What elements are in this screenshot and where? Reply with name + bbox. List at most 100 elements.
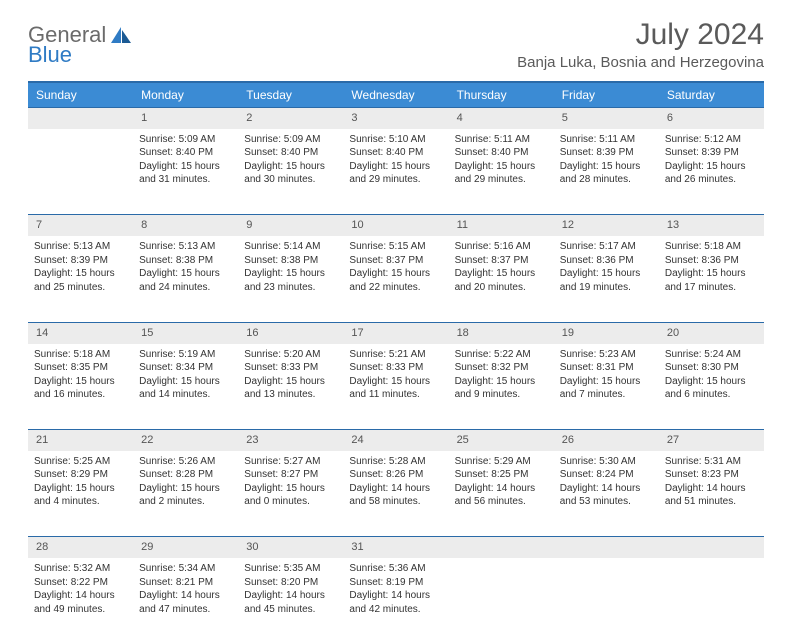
brand-text-blue-wrap: Blue <box>28 42 72 68</box>
day-number: 4 <box>449 108 554 129</box>
day1-text: Daylight: 15 hours <box>665 375 758 389</box>
day2-text: and 29 minutes. <box>349 173 442 187</box>
day-cell: Sunrise: 5:11 AMSunset: 8:39 PMDaylight:… <box>554 129 659 215</box>
day1-text: Daylight: 15 hours <box>560 160 653 174</box>
weekday-saturday: Saturday <box>659 82 764 108</box>
day-number: 18 <box>449 322 554 343</box>
day-number: 25 <box>449 430 554 451</box>
day-cell: Sunrise: 5:21 AMSunset: 8:33 PMDaylight:… <box>343 344 448 430</box>
day2-text: and 23 minutes. <box>244 281 337 295</box>
day1-text: Daylight: 14 hours <box>244 589 337 603</box>
sunset-text: Sunset: 8:22 PM <box>34 576 127 590</box>
day1-text: Daylight: 15 hours <box>349 160 442 174</box>
day1-text: Daylight: 15 hours <box>455 267 548 281</box>
day-cell: Sunrise: 5:22 AMSunset: 8:32 PMDaylight:… <box>449 344 554 430</box>
sunset-text: Sunset: 8:40 PM <box>455 146 548 160</box>
day-number: 28 <box>28 537 133 558</box>
day-cell: Sunrise: 5:11 AMSunset: 8:40 PMDaylight:… <box>449 129 554 215</box>
sunrise-text: Sunrise: 5:14 AM <box>244 240 337 254</box>
sunrise-text: Sunrise: 5:27 AM <box>244 455 337 469</box>
month-title: July 2024 <box>517 18 764 52</box>
day2-text: and 7 minutes. <box>560 388 653 402</box>
sunset-text: Sunset: 8:40 PM <box>244 146 337 160</box>
day-number-row: 14151617181920 <box>28 322 764 343</box>
sunrise-text: Sunrise: 5:36 AM <box>349 562 442 576</box>
day1-text: Daylight: 14 hours <box>34 589 127 603</box>
weekday-monday: Monday <box>133 82 238 108</box>
sunset-text: Sunset: 8:36 PM <box>665 254 758 268</box>
day-number: 21 <box>28 430 133 451</box>
sail-icon <box>110 26 132 44</box>
day-cell: Sunrise: 5:15 AMSunset: 8:37 PMDaylight:… <box>343 236 448 322</box>
weekday-sunday: Sunday <box>28 82 133 108</box>
day-cell: Sunrise: 5:18 AMSunset: 8:36 PMDaylight:… <box>659 236 764 322</box>
sunrise-text: Sunrise: 5:24 AM <box>665 348 758 362</box>
sunset-text: Sunset: 8:34 PM <box>139 361 232 375</box>
day-cell: Sunrise: 5:09 AMSunset: 8:40 PMDaylight:… <box>133 129 238 215</box>
day1-text: Daylight: 14 hours <box>455 482 548 496</box>
day1-text: Daylight: 15 hours <box>244 267 337 281</box>
day-number: 6 <box>659 108 764 129</box>
sunset-text: Sunset: 8:25 PM <box>455 468 548 482</box>
day1-text: Daylight: 15 hours <box>244 482 337 496</box>
day-cell: Sunrise: 5:34 AMSunset: 8:21 PMDaylight:… <box>133 558 238 644</box>
day-number <box>659 537 764 558</box>
sunset-text: Sunset: 8:39 PM <box>34 254 127 268</box>
day2-text: and 2 minutes. <box>139 495 232 509</box>
day1-text: Daylight: 14 hours <box>560 482 653 496</box>
day2-text: and 14 minutes. <box>139 388 232 402</box>
day-cell: Sunrise: 5:25 AMSunset: 8:29 PMDaylight:… <box>28 451 133 537</box>
sunset-text: Sunset: 8:28 PM <box>139 468 232 482</box>
day-cell: Sunrise: 5:31 AMSunset: 8:23 PMDaylight:… <box>659 451 764 537</box>
sunset-text: Sunset: 8:40 PM <box>349 146 442 160</box>
day-number: 22 <box>133 430 238 451</box>
calendar-table: Sunday Monday Tuesday Wednesday Thursday… <box>28 81 764 644</box>
day1-text: Daylight: 15 hours <box>139 267 232 281</box>
sunrise-text: Sunrise: 5:16 AM <box>455 240 548 254</box>
day2-text: and 31 minutes. <box>139 173 232 187</box>
day2-text: and 25 minutes. <box>34 281 127 295</box>
day2-text: and 30 minutes. <box>244 173 337 187</box>
day-number: 13 <box>659 215 764 236</box>
sunrise-text: Sunrise: 5:35 AM <box>244 562 337 576</box>
day1-text: Daylight: 15 hours <box>139 482 232 496</box>
day-number: 16 <box>238 322 343 343</box>
day2-text: and 0 minutes. <box>244 495 337 509</box>
day1-text: Daylight: 15 hours <box>34 482 127 496</box>
day2-text: and 51 minutes. <box>665 495 758 509</box>
day2-text: and 6 minutes. <box>665 388 758 402</box>
day-cell: Sunrise: 5:14 AMSunset: 8:38 PMDaylight:… <box>238 236 343 322</box>
sunrise-text: Sunrise: 5:10 AM <box>349 133 442 147</box>
sunset-text: Sunset: 8:36 PM <box>560 254 653 268</box>
sunrise-text: Sunrise: 5:19 AM <box>139 348 232 362</box>
sunrise-text: Sunrise: 5:13 AM <box>139 240 232 254</box>
day2-text: and 19 minutes. <box>560 281 653 295</box>
day-cell: Sunrise: 5:09 AMSunset: 8:40 PMDaylight:… <box>238 129 343 215</box>
day-number-row: 21222324252627 <box>28 430 764 451</box>
sunrise-text: Sunrise: 5:11 AM <box>560 133 653 147</box>
day-number <box>28 108 133 129</box>
sunset-text: Sunset: 8:38 PM <box>139 254 232 268</box>
day1-text: Daylight: 14 hours <box>349 482 442 496</box>
sunrise-text: Sunrise: 5:09 AM <box>244 133 337 147</box>
day-cell: Sunrise: 5:13 AMSunset: 8:38 PMDaylight:… <box>133 236 238 322</box>
day2-text: and 29 minutes. <box>455 173 548 187</box>
day-number-row: 28293031 <box>28 537 764 558</box>
sunrise-text: Sunrise: 5:20 AM <box>244 348 337 362</box>
sunset-text: Sunset: 8:29 PM <box>34 468 127 482</box>
day-cell: Sunrise: 5:24 AMSunset: 8:30 PMDaylight:… <box>659 344 764 430</box>
day-content-row: Sunrise: 5:32 AMSunset: 8:22 PMDaylight:… <box>28 558 764 644</box>
day1-text: Daylight: 15 hours <box>34 375 127 389</box>
day1-text: Daylight: 15 hours <box>244 375 337 389</box>
day1-text: Daylight: 15 hours <box>665 160 758 174</box>
day2-text: and 47 minutes. <box>139 603 232 617</box>
day2-text: and 11 minutes. <box>349 388 442 402</box>
sunrise-text: Sunrise: 5:09 AM <box>139 133 232 147</box>
day-number: 29 <box>133 537 238 558</box>
day-cell: Sunrise: 5:36 AMSunset: 8:19 PMDaylight:… <box>343 558 448 644</box>
day1-text: Daylight: 15 hours <box>34 267 127 281</box>
day-number: 20 <box>659 322 764 343</box>
day-cell <box>449 558 554 644</box>
day1-text: Daylight: 15 hours <box>455 375 548 389</box>
sunrise-text: Sunrise: 5:25 AM <box>34 455 127 469</box>
